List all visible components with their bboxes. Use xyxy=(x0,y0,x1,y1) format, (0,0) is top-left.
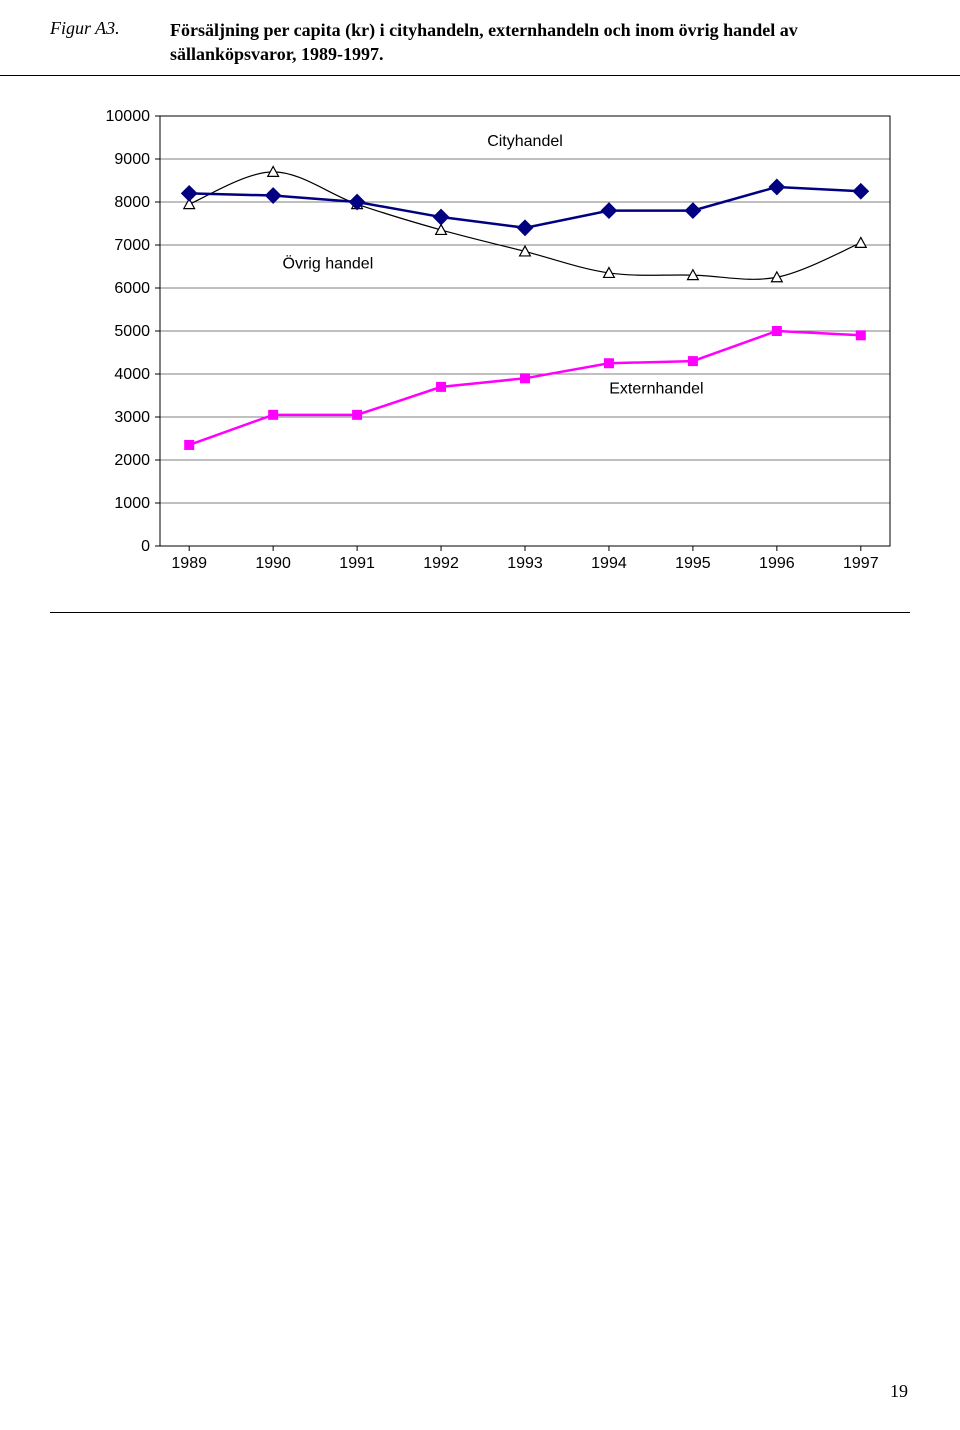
svg-text:Externhandel: Externhandel xyxy=(609,380,703,397)
svg-text:1989: 1989 xyxy=(171,555,207,572)
svg-text:1000: 1000 xyxy=(114,495,150,512)
svg-text:7000: 7000 xyxy=(114,237,150,254)
svg-text:1996: 1996 xyxy=(759,555,795,572)
svg-text:9000: 9000 xyxy=(114,151,150,168)
svg-text:1990: 1990 xyxy=(255,555,291,572)
svg-text:1997: 1997 xyxy=(843,555,879,572)
svg-text:2000: 2000 xyxy=(114,452,150,469)
svg-text:1993: 1993 xyxy=(507,555,543,572)
figure-label: Figur A3. xyxy=(50,18,170,39)
footer-rule xyxy=(50,612,910,613)
svg-text:4000: 4000 xyxy=(114,366,150,383)
svg-text:Övrig handel: Övrig handel xyxy=(283,254,374,272)
svg-text:1995: 1995 xyxy=(675,555,711,572)
chart-container: 0 1000 2000 3000 4000 5000 6000 7000 8000 9000 100… xyxy=(90,106,900,586)
svg-text:10000: 10000 xyxy=(106,108,151,125)
svg-text:1994: 1994 xyxy=(591,555,627,572)
svg-text:5000: 5000 xyxy=(114,323,150,340)
svg-text:0: 0 xyxy=(141,538,150,555)
svg-text:6000: 6000 xyxy=(114,280,150,297)
page-number: 19 xyxy=(890,1381,908,1402)
svg-text:Cityhandel: Cityhandel xyxy=(487,133,563,150)
figure-header: Figur A3. Försäljning per capita (kr) i … xyxy=(0,0,960,76)
svg-text:1991: 1991 xyxy=(339,555,375,572)
line-chart: 0 1000 2000 3000 4000 5000 6000 7000 8000 9000 100… xyxy=(90,106,900,586)
svg-text:1992: 1992 xyxy=(423,555,459,572)
svg-text:3000: 3000 xyxy=(114,409,150,426)
svg-text:8000: 8000 xyxy=(114,194,150,211)
figure-title: Försäljning per capita (kr) i cityhandel… xyxy=(170,18,910,67)
